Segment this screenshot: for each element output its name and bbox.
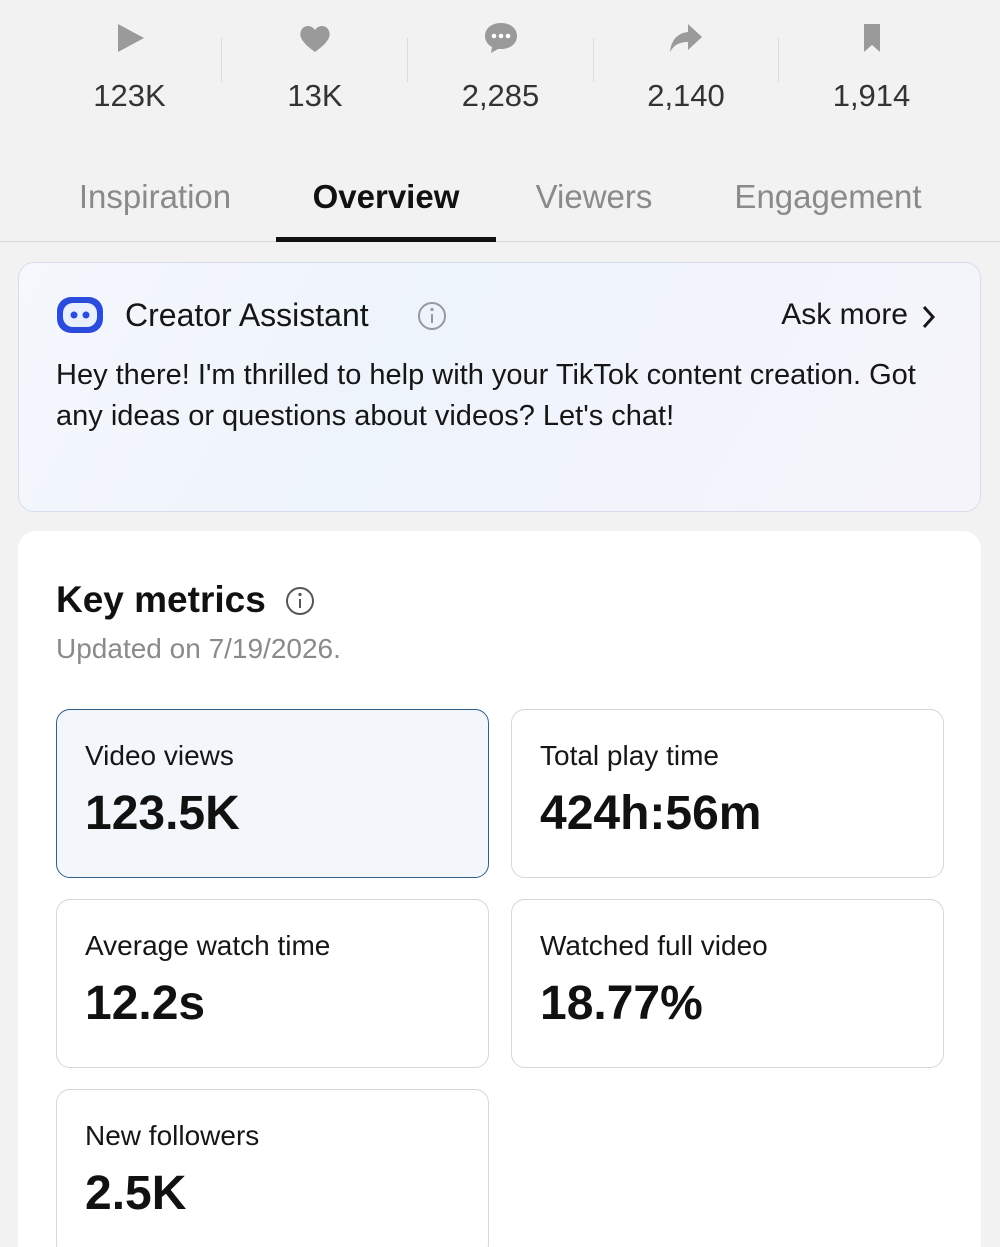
assistant-message: Hey there! I'm thrilled to help with you… <box>56 359 916 432</box>
stat-count: 2,140 <box>647 78 725 113</box>
tab[interactable]: Inspiration <box>78 178 232 215</box>
metric-value: 18.77% <box>540 977 703 1030</box>
stat-icon <box>670 24 702 52</box>
stat-icon <box>117 24 144 52</box>
stat-icon <box>863 24 880 52</box>
stat-count: 123K <box>93 78 166 113</box>
ask-more[interactable]: Ask more <box>781 298 908 331</box>
chevron <box>922 305 936 329</box>
metric-card[interactable]: Watched full video 18.77% <box>511 899 944 1068</box>
tab[interactable]: Overview <box>312 178 460 215</box>
metric-value: 12.2s <box>85 977 206 1030</box>
metrics-title: Key metrics <box>56 579 266 620</box>
stat[interactable]: 13K <box>223 20 408 114</box>
stat[interactable]: 1,914 <box>779 20 964 114</box>
separator <box>407 38 408 82</box>
stat-icon <box>300 25 330 52</box>
updated-date: Updated on 7/19/2026. <box>56 633 341 664</box>
metric-value: 424h:56m <box>540 787 762 840</box>
stat-count: 2,285 <box>461 78 540 113</box>
metric-label: Total play time <box>540 740 719 771</box>
stat[interactable]: 123K <box>37 20 222 114</box>
metric-card[interactable]: Average watch time 12.2s <box>56 899 489 1068</box>
info-icon[interactable] <box>285 586 315 616</box>
separator <box>778 38 779 82</box>
stat-count: 13K <box>287 78 343 113</box>
stat-icon <box>484 23 517 53</box>
assistant-title: Creator Assistant <box>125 297 369 333</box>
metric-value: 123.5K <box>85 787 240 840</box>
metric-card[interactable]: New followers 2.5K <box>56 1089 489 1247</box>
info-icon[interactable] <box>417 301 447 331</box>
stat-count: 1,914 <box>832 78 911 113</box>
assistant-icon <box>57 297 103 333</box>
metric-value: 2.5K <box>85 1167 187 1220</box>
assistant-card[interactable]: Creator Assistant Ask more Hey there! I'… <box>18 262 981 512</box>
metric-label: Average watch time <box>85 930 331 961</box>
stat[interactable]: 2,140 <box>594 20 779 114</box>
divider <box>0 241 1000 242</box>
metric-card[interactable]: Total play time 424h:56m <box>511 709 944 878</box>
tab[interactable]: Engagement <box>734 178 922 215</box>
separator <box>221 38 222 82</box>
metric-label: Video views <box>85 740 234 771</box>
tab-indicator <box>276 237 496 242</box>
metric-card[interactable]: Video views 123.5K <box>56 709 489 878</box>
metric-label: New followers <box>85 1120 260 1151</box>
separator <box>593 38 594 82</box>
tab[interactable]: Viewers <box>535 178 653 215</box>
stat[interactable]: 2,285 <box>408 20 593 114</box>
metric-label: Watched full video <box>540 930 768 961</box>
